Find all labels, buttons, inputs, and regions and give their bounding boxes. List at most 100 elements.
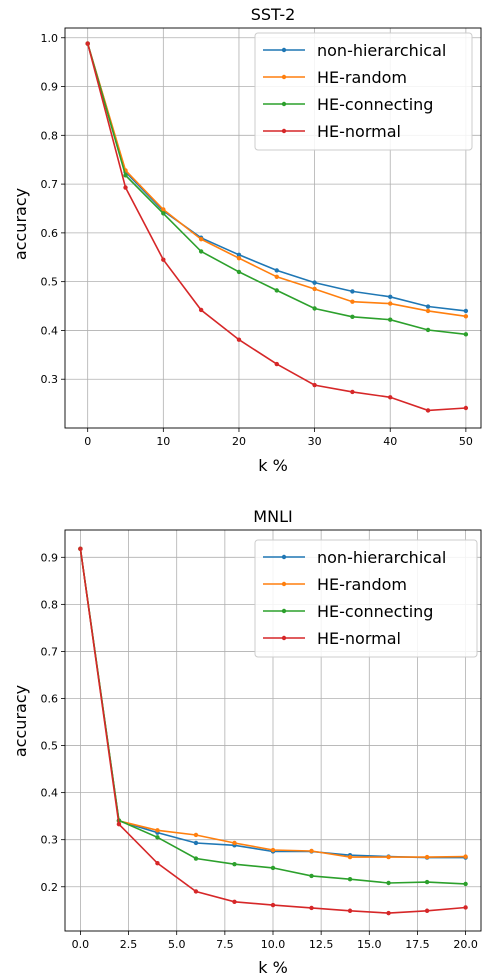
data-point	[161, 211, 166, 216]
legend-label: HE-random	[317, 68, 407, 87]
data-point	[236, 337, 242, 342]
data-point	[161, 207, 166, 212]
data-point	[236, 269, 242, 275]
data-point	[463, 332, 469, 337]
data-point	[347, 854, 353, 860]
data-point	[424, 908, 430, 913]
data-point	[232, 840, 237, 846]
data-point	[274, 361, 279, 367]
chart-mnli: MNLI k % accuracy 0.0 2.5 5.0 7.5 10.0 12.5 15…	[11, 507, 482, 977]
data-point	[463, 405, 469, 411]
data-point	[193, 856, 199, 861]
data-point	[463, 314, 469, 319]
y-tick-label: 0.2	[41, 881, 59, 894]
data-point	[155, 835, 160, 840]
data-point	[386, 910, 391, 916]
data-point	[193, 832, 199, 838]
legend-swatch-marker	[281, 554, 287, 560]
data-point	[161, 257, 166, 262]
data-point	[388, 301, 393, 306]
legend-swatch-marker	[281, 47, 287, 53]
data-point	[236, 252, 242, 258]
data-point	[274, 268, 279, 273]
data-point	[78, 546, 83, 552]
data-point	[425, 327, 431, 333]
y-tick-label: 0.7	[41, 178, 59, 191]
x-tick-label: 20.0	[453, 938, 478, 951]
data-point	[309, 873, 314, 879]
data-point	[309, 905, 314, 911]
legend-swatch-marker	[281, 74, 287, 80]
data-point	[388, 294, 393, 299]
data-point	[116, 821, 122, 827]
data-point	[350, 299, 355, 304]
data-point	[312, 382, 317, 388]
x-axis-label: k %	[258, 958, 288, 977]
legend-box	[254, 539, 478, 658]
data-point	[347, 877, 353, 882]
data-point	[85, 41, 90, 46]
x-tick-label: 30	[308, 435, 322, 448]
x-tick-label: 0.0	[72, 938, 90, 951]
data-point	[425, 308, 431, 314]
legend-label: HE-connecting	[317, 95, 433, 114]
data-point	[274, 274, 279, 279]
x-tick-label: 7.5	[216, 938, 234, 951]
y-axis-label: accuracy	[11, 685, 30, 757]
x-tick-label: 2.5	[120, 938, 138, 951]
legend-swatch-marker	[281, 581, 287, 587]
data-point	[193, 840, 199, 846]
data-point	[425, 408, 431, 413]
data-point	[236, 256, 242, 261]
data-point	[350, 314, 355, 319]
data-point	[309, 848, 314, 854]
data-point	[198, 307, 204, 313]
data-point	[463, 854, 468, 859]
x-tick-label: 12.5	[309, 938, 334, 951]
legend-swatch-marker	[281, 128, 287, 134]
data-point	[424, 854, 430, 860]
data-point	[198, 237, 204, 242]
legend-box	[254, 32, 473, 151]
data-point	[347, 908, 353, 913]
data-point	[193, 889, 199, 894]
data-point	[155, 861, 160, 866]
x-tick-label: 0	[84, 435, 91, 448]
data-point	[386, 880, 391, 886]
data-point	[463, 905, 468, 910]
x-tick-label: 17.5	[405, 938, 430, 951]
x-tick-label: 40	[383, 435, 397, 448]
y-tick-label: 0.6	[41, 227, 59, 240]
data-point	[425, 304, 431, 309]
x-tick-label: 5.0	[168, 938, 186, 951]
y-tick-label: 0.4	[41, 324, 59, 337]
data-point	[155, 828, 160, 833]
y-tick-label: 0.7	[41, 645, 59, 658]
legend-label: non-hierarchical	[317, 41, 446, 60]
y-tick-label: 0.9	[41, 81, 59, 94]
data-point	[270, 902, 276, 908]
data-point	[386, 854, 391, 860]
y-tick-label: 0.3	[41, 834, 59, 847]
legend-swatch-marker	[281, 608, 287, 614]
y-axis-label: accuracy	[11, 188, 30, 260]
plot-frame	[64, 27, 482, 429]
legend-swatch-marker	[281, 635, 287, 641]
legend-label: HE-connecting	[317, 602, 433, 621]
data-point	[312, 306, 317, 311]
y-tick-label: 0.5	[41, 740, 59, 753]
x-tick-label: 10	[156, 435, 170, 448]
y-tick-label: 0.8	[41, 598, 59, 611]
y-tick-label: 0.6	[41, 692, 59, 705]
data-point	[123, 185, 128, 190]
data-point	[463, 308, 469, 314]
data-point	[312, 286, 317, 292]
y-tick-label: 0.9	[41, 551, 59, 564]
data-point	[388, 395, 393, 400]
legend-label: HE-normal	[317, 629, 401, 648]
y-tick-label: 0.4	[41, 787, 59, 800]
legend-label: non-hierarchical	[317, 548, 446, 567]
chart-title: MNLI	[253, 507, 292, 526]
y-tick-label: 1.0	[41, 32, 59, 45]
